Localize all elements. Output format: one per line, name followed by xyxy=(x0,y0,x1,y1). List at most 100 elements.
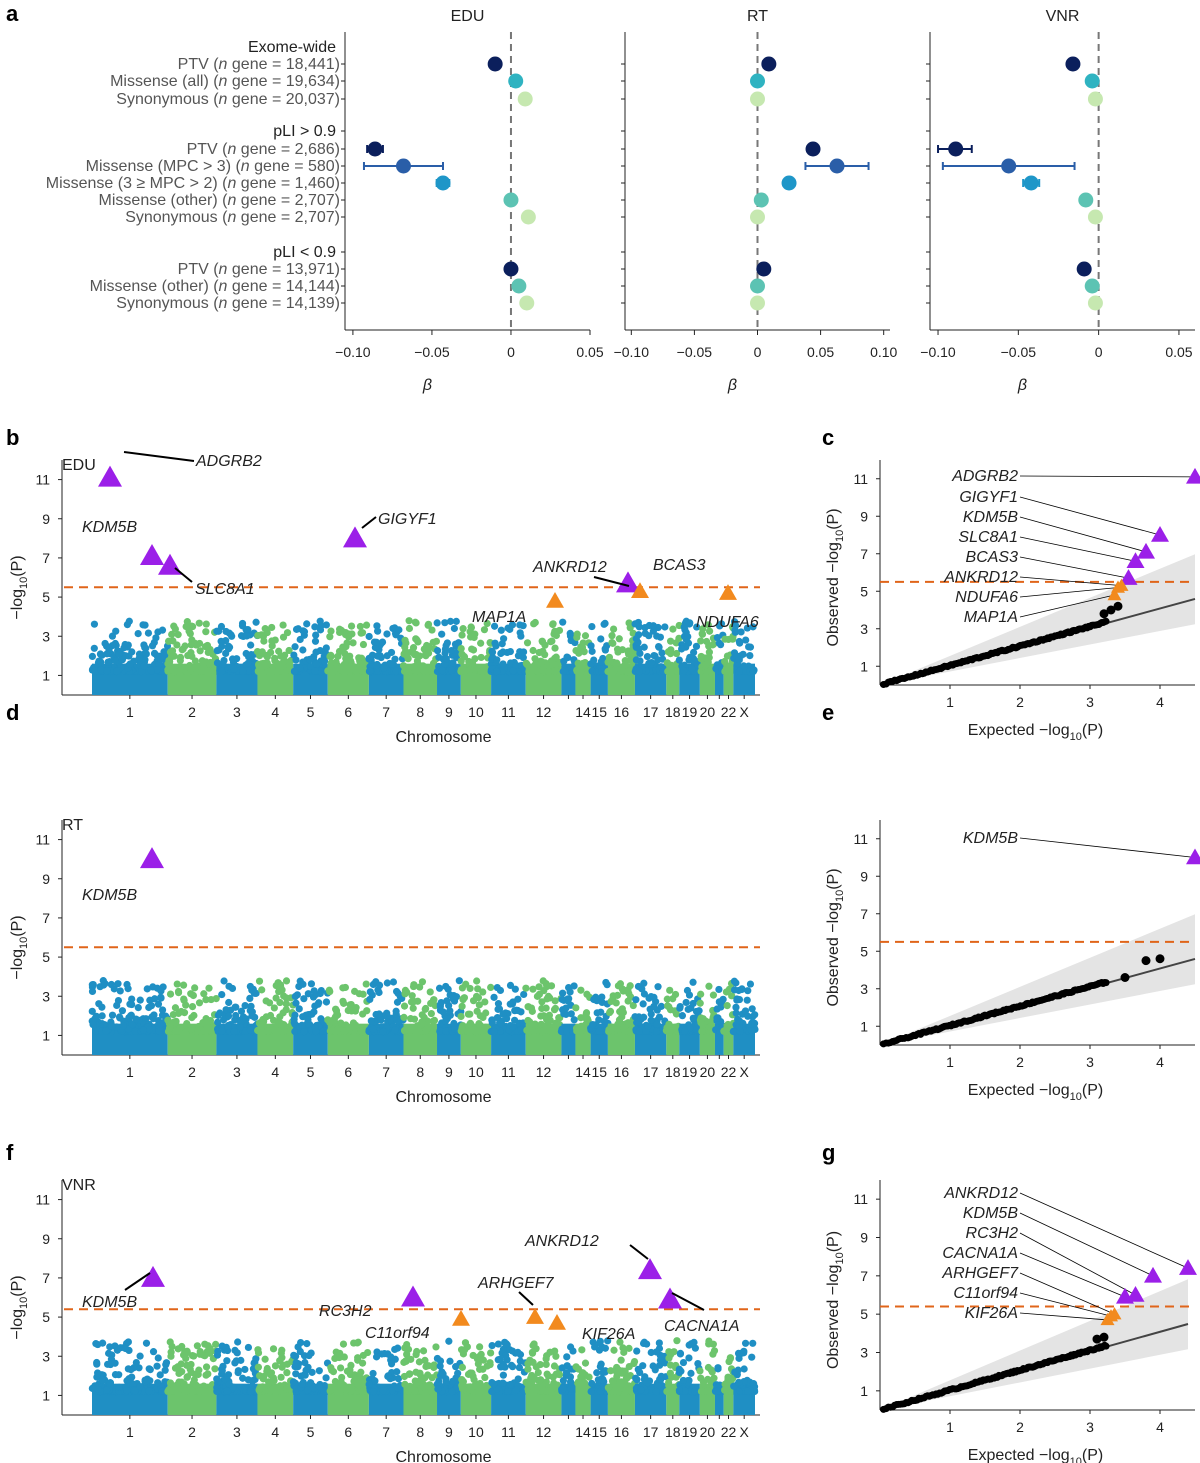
variant-point xyxy=(619,646,626,653)
variant-point xyxy=(148,1002,155,1009)
variant-point xyxy=(605,1384,612,1391)
y-tick-label: 7 xyxy=(42,910,50,926)
variant-point xyxy=(515,1375,522,1382)
facet-title: VNR xyxy=(1046,8,1080,25)
variant-point xyxy=(187,665,194,672)
variant-point xyxy=(644,1022,651,1029)
variant-point xyxy=(526,1357,533,1364)
variant-point xyxy=(336,629,343,636)
variant-point xyxy=(339,984,346,991)
variant-point xyxy=(676,1387,683,1394)
variant-point xyxy=(111,1360,118,1367)
variant-point xyxy=(277,1382,284,1389)
variant-point xyxy=(747,644,754,651)
variant-point xyxy=(258,986,265,993)
variant-point xyxy=(266,1388,273,1395)
variant-point xyxy=(204,642,211,649)
variant-point xyxy=(242,1015,249,1022)
variant-point xyxy=(684,987,691,994)
x-tick-label: 0.05 xyxy=(1165,344,1192,360)
chromosome-tick-label: 17 xyxy=(643,1424,659,1440)
variant-point xyxy=(415,661,422,668)
variant-point xyxy=(434,1385,441,1392)
variant-point xyxy=(750,668,757,675)
variant-point xyxy=(400,662,407,669)
variant-point xyxy=(438,631,445,638)
variant-point xyxy=(155,1028,162,1035)
hit-triangle xyxy=(98,466,122,487)
confidence-band xyxy=(880,914,1195,1045)
variant-point xyxy=(600,621,607,628)
variant-point xyxy=(409,992,416,999)
chromosome-tick-label: 7 xyxy=(382,1064,390,1080)
variant-point xyxy=(723,988,730,995)
variant-point xyxy=(225,1022,232,1029)
variant-point xyxy=(680,667,687,674)
variant-point xyxy=(478,654,485,661)
beta-point xyxy=(806,142,821,157)
x-tick-label: 0 xyxy=(1095,344,1103,360)
variant-point xyxy=(422,1382,429,1389)
variant-point xyxy=(542,1005,549,1012)
variant-point xyxy=(388,1360,395,1367)
row-label: PTV (n gene = 18,441) xyxy=(178,56,340,73)
variant-point xyxy=(616,635,623,642)
variant-point xyxy=(215,1012,222,1019)
variant-point xyxy=(742,1340,749,1347)
variant-point xyxy=(684,633,691,640)
variant-point xyxy=(148,667,155,674)
hit-triangle xyxy=(401,1286,425,1307)
variant-point xyxy=(537,1361,544,1368)
variant-point xyxy=(204,1342,211,1349)
y-axis-label: −log10(P) xyxy=(9,555,30,619)
chromosome-tick-label: 14 xyxy=(575,704,591,720)
variant-point xyxy=(570,982,577,989)
gene-label: ANKRD12 xyxy=(532,559,607,576)
variant-point xyxy=(523,660,530,667)
chromosome-tick-label: 1 xyxy=(126,1424,134,1440)
chromosome-tick-label: 15 xyxy=(591,1064,607,1080)
variant-point xyxy=(652,1366,659,1373)
variant-point xyxy=(613,1369,620,1376)
variant-point xyxy=(376,982,383,989)
variant-point xyxy=(337,1380,344,1387)
hit-triangle xyxy=(719,584,737,600)
variant-point xyxy=(507,1381,514,1388)
variant-point xyxy=(189,623,196,630)
variant-point xyxy=(509,1024,516,1031)
variant-point xyxy=(391,1026,398,1033)
variant-point xyxy=(314,1001,321,1008)
label-connector xyxy=(1020,537,1136,561)
variant-point xyxy=(731,1368,738,1375)
variant-point xyxy=(154,1379,161,1386)
variant-point xyxy=(667,668,674,675)
variant-point xyxy=(705,983,712,990)
row-label: PTV (n gene = 13,971) xyxy=(178,261,340,278)
variant-point xyxy=(268,637,275,644)
qq-point xyxy=(1142,956,1151,965)
variant-point xyxy=(723,1028,730,1035)
variant-point xyxy=(226,1381,233,1388)
variant-point xyxy=(279,1028,286,1035)
variant-point xyxy=(298,1022,305,1029)
variant-point xyxy=(648,1010,655,1017)
variant-point xyxy=(559,996,566,1003)
variant-point xyxy=(384,1013,391,1020)
gene-label: C11orf94 xyxy=(365,1325,430,1342)
variant-point xyxy=(487,1349,494,1356)
chromosome-tick-label: 5 xyxy=(307,1064,315,1080)
variant-point xyxy=(479,1366,486,1373)
variant-point xyxy=(202,628,209,635)
chromosome-tick-label: 3 xyxy=(233,704,241,720)
variant-point xyxy=(323,998,330,1005)
variant-point xyxy=(205,985,212,992)
variant-point xyxy=(705,1340,712,1347)
variant-point xyxy=(225,999,232,1006)
chromosome-tick-label: 11 xyxy=(501,1064,516,1080)
variant-point xyxy=(181,1009,188,1016)
variant-point xyxy=(448,667,455,674)
y-axis-label: −log10(P) xyxy=(9,1275,30,1339)
y-tick-label: 7 xyxy=(42,1270,50,1286)
variant-point xyxy=(451,1026,458,1033)
variant-point xyxy=(669,626,676,633)
